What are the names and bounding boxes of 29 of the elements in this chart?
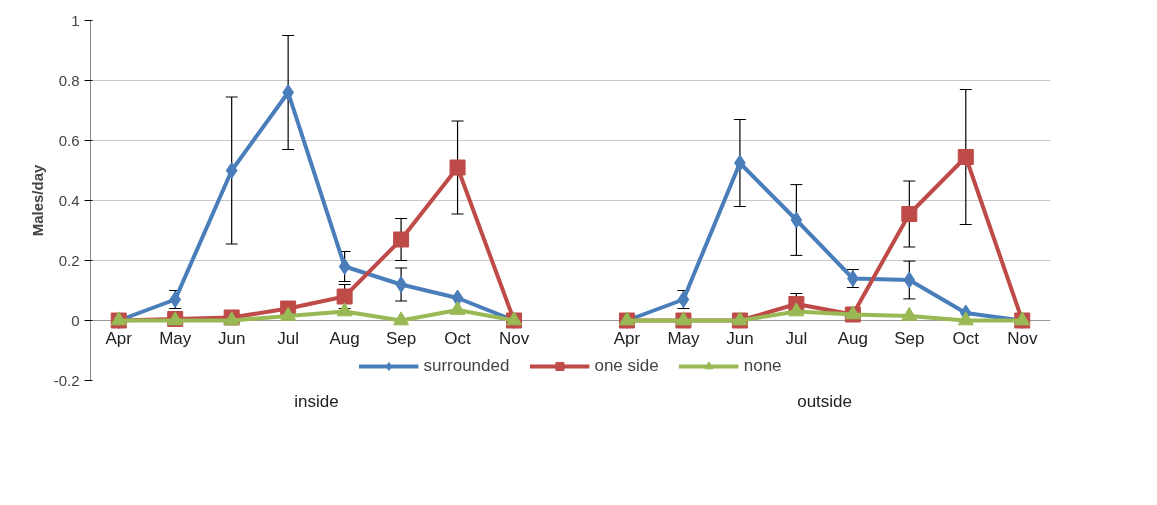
- y-tick-label: 0.2: [58, 251, 80, 269]
- y-tick-label: 0.8: [58, 71, 80, 89]
- y-tick-label: 0.4: [58, 191, 80, 209]
- x-tick-label: May: [159, 328, 192, 348]
- text: outside: [797, 391, 853, 411]
- y-tick-label: -0.2: [53, 371, 80, 389]
- x-tick-label: Oct: [444, 328, 472, 348]
- x-tick-label: Apr: [613, 328, 641, 348]
- x-tick-label: Apr: [105, 328, 133, 348]
- y-tick-label: 1: [71, 11, 80, 29]
- legend-label: one side: [594, 356, 659, 376]
- legend-label: none: [743, 356, 782, 376]
- x-tick-label: Jul: [785, 328, 808, 348]
- y-tick-label: 0: [71, 311, 80, 329]
- x-tick-label: Aug: [837, 328, 868, 348]
- x-tick-label: May: [667, 328, 700, 348]
- y-axis-title: Males/day: [28, 163, 46, 237]
- x-tick-label: Jun: [726, 328, 754, 348]
- x-tick-label: Oct: [952, 328, 980, 348]
- x-tick-label: Aug: [329, 328, 360, 348]
- x-tick-label: Jul: [277, 328, 300, 348]
- x-tick-label: Nov: [498, 328, 530, 348]
- x-tick-label: Sep: [894, 328, 925, 348]
- x-tick-label: Sep: [385, 328, 417, 348]
- text: inside: [294, 391, 339, 411]
- legend-label: surrounded: [423, 356, 510, 376]
- x-tick-label: Jun: [217, 328, 246, 348]
- y-tick-label: 0.6: [58, 131, 80, 149]
- x-tick-label: Nov: [1007, 328, 1038, 348]
